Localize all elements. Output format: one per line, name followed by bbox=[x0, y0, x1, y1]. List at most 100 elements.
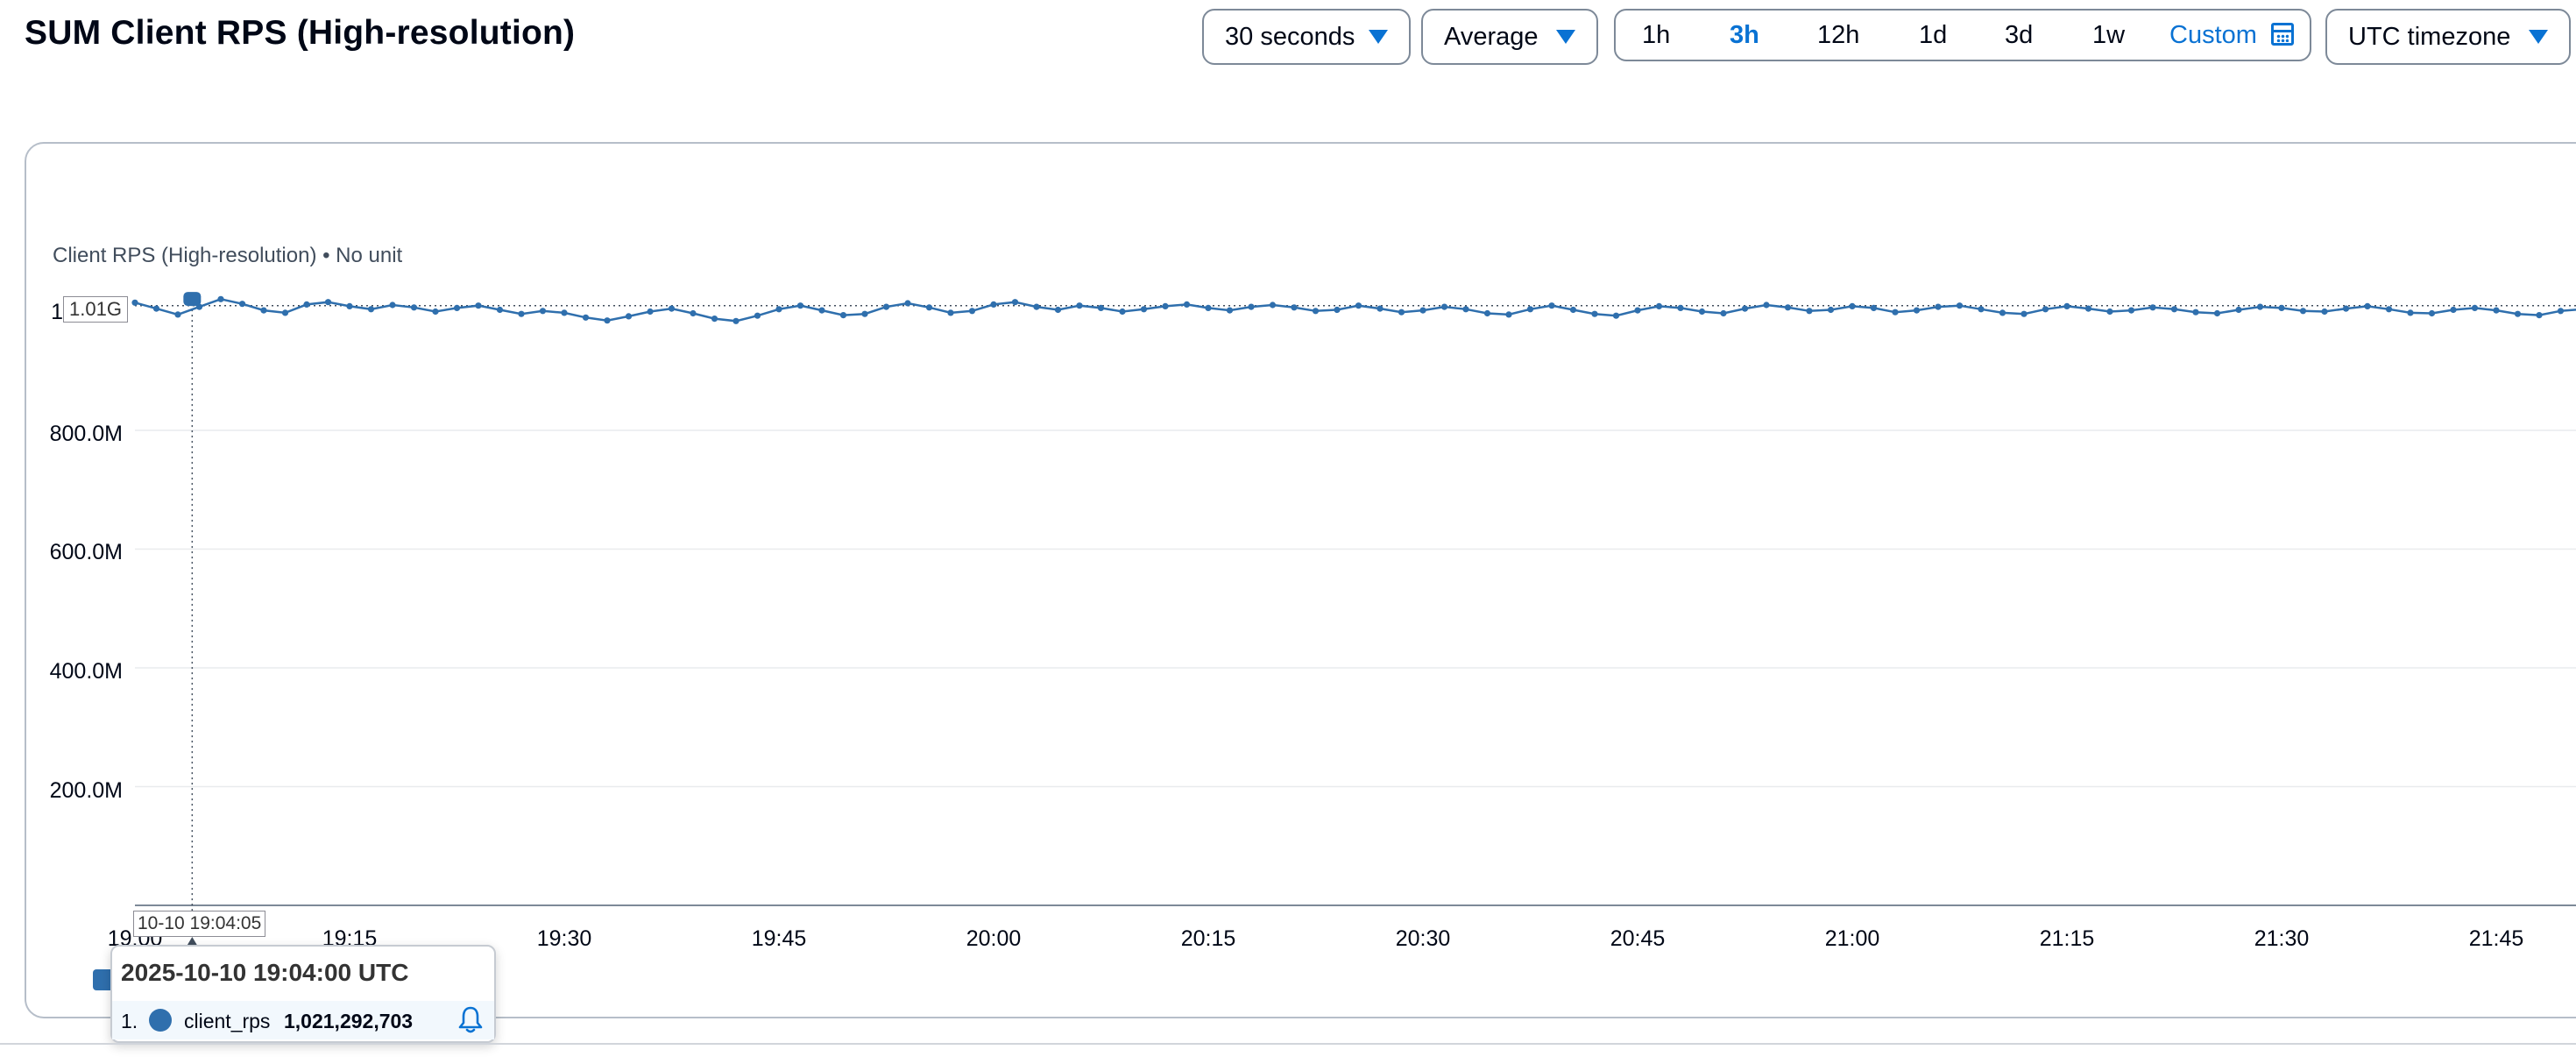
data-point bbox=[1419, 307, 1426, 314]
tooltip-series-row: 1. client_rps 1,021,292,703 bbox=[112, 1001, 494, 1039]
page-title: SUM Client RPS (High-resolution) bbox=[25, 14, 576, 52]
data-point bbox=[346, 302, 353, 309]
data-point bbox=[711, 316, 718, 323]
data-point bbox=[2042, 306, 2049, 313]
data-point bbox=[367, 306, 375, 313]
y-axis-unit-label: Client RPS (High-resolution) • No unit bbox=[53, 244, 403, 267]
y-tick-label: 200.0M bbox=[49, 778, 123, 803]
data-point bbox=[1054, 306, 1062, 314]
period-dropdown[interactable]: 30 seconds bbox=[1202, 9, 1411, 65]
hover-value-flag: 1.01G bbox=[63, 296, 128, 323]
data-point bbox=[453, 304, 461, 311]
data-point bbox=[2493, 307, 2500, 314]
data-point bbox=[754, 312, 761, 319]
data-point bbox=[2321, 308, 2328, 316]
timezone-dropdown[interactable]: UTC timezone bbox=[2325, 9, 2571, 65]
data-point bbox=[1505, 311, 1512, 318]
x-tick-label: 20:15 bbox=[1180, 926, 1236, 951]
data-point bbox=[1935, 303, 1942, 310]
data-point bbox=[604, 317, 611, 324]
data-point bbox=[1119, 308, 1126, 316]
data-point bbox=[2407, 309, 2414, 316]
data-point bbox=[2514, 310, 2522, 317]
data-point bbox=[1334, 306, 1341, 314]
y-tick-label: 400.0M bbox=[49, 659, 123, 684]
data-point bbox=[1741, 305, 1749, 312]
data-point bbox=[1097, 304, 1105, 311]
timezone-label: UTC timezone bbox=[2348, 22, 2511, 51]
hover-axis-marker bbox=[187, 937, 198, 946]
data-point bbox=[1870, 304, 1878, 311]
data-point bbox=[1978, 306, 1985, 313]
page-divider bbox=[0, 1043, 2576, 1045]
data-point bbox=[1913, 307, 1921, 314]
data-point bbox=[882, 303, 890, 310]
data-point bbox=[238, 301, 246, 308]
data-point bbox=[1526, 306, 1534, 313]
data-point bbox=[2235, 306, 2242, 314]
period-label: 30 seconds bbox=[1225, 22, 1355, 51]
data-point bbox=[2471, 304, 2479, 311]
y-tick-label-top: 1 bbox=[51, 300, 63, 324]
statistic-dropdown[interactable]: Average bbox=[1421, 9, 1598, 65]
data-point bbox=[2428, 309, 2436, 317]
x-tick-label: 21:00 bbox=[1824, 926, 1880, 951]
range-custom-button[interactable]: Custom bbox=[2169, 20, 2257, 49]
data-point bbox=[839, 312, 847, 319]
hover-time-flag: 10-10 19:04:05 bbox=[133, 911, 266, 937]
calendar-icon[interactable] bbox=[2271, 23, 2294, 46]
data-point bbox=[1956, 302, 1964, 309]
data-point bbox=[1248, 303, 1255, 310]
hover-tooltip: 2025-10-10 19:04:00 UTC 1. client_rps 1,… bbox=[110, 945, 496, 1043]
data-point bbox=[518, 310, 525, 317]
data-point bbox=[2020, 310, 2028, 317]
data-point bbox=[2299, 308, 2307, 315]
x-tick-label: 21:15 bbox=[2039, 926, 2095, 951]
data-point bbox=[2170, 306, 2178, 313]
data-point bbox=[668, 305, 676, 312]
data-point bbox=[2450, 306, 2457, 314]
data-point bbox=[1291, 304, 1298, 311]
caret-down-icon bbox=[1556, 30, 1575, 44]
data-point bbox=[1784, 304, 1792, 311]
data-point bbox=[1569, 306, 1577, 314]
x-tick-label: 20:30 bbox=[1395, 926, 1451, 951]
data-point bbox=[217, 295, 224, 302]
range-3d-button[interactable]: 3d bbox=[2005, 20, 2034, 49]
data-point bbox=[324, 299, 332, 306]
range-3h-button[interactable]: 3h bbox=[1730, 20, 1759, 49]
tooltip-series-index: 1. bbox=[121, 1010, 138, 1032]
data-point bbox=[260, 307, 267, 314]
range-1d-button[interactable]: 1d bbox=[1919, 20, 1948, 49]
data-point bbox=[904, 300, 911, 307]
data-point bbox=[2342, 305, 2350, 312]
data-point bbox=[2084, 305, 2092, 312]
data-point bbox=[1440, 303, 1448, 310]
data-point bbox=[2557, 308, 2565, 315]
data-point bbox=[1376, 305, 1384, 312]
tooltip-series-value: 1,021,292,703 bbox=[284, 1010, 414, 1032]
hovered-data-point[interactable] bbox=[183, 292, 202, 307]
series-color-dot bbox=[149, 1009, 172, 1032]
data-point bbox=[539, 308, 547, 315]
data-point bbox=[1312, 308, 1320, 315]
data-point bbox=[1806, 308, 1813, 315]
range-12h-button[interactable]: 12h bbox=[1817, 20, 1860, 49]
caret-down-icon bbox=[1369, 30, 1388, 44]
y-tick-label: 600.0M bbox=[49, 540, 123, 564]
data-point bbox=[1398, 309, 1405, 316]
data-point bbox=[1355, 302, 1362, 309]
x-tick-label: 21:45 bbox=[2468, 926, 2524, 951]
data-point bbox=[1827, 306, 1835, 314]
data-point bbox=[1677, 304, 1684, 311]
tooltip-series-name: client_rps bbox=[184, 1010, 271, 1032]
data-point bbox=[1269, 301, 1277, 309]
data-point bbox=[1548, 302, 1555, 309]
bell-icon[interactable] bbox=[456, 1004, 485, 1034]
data-point bbox=[1205, 304, 1212, 311]
data-point bbox=[2256, 303, 2264, 310]
range-1h-button[interactable]: 1h bbox=[1642, 20, 1671, 49]
data-point bbox=[968, 308, 976, 315]
range-1w-button[interactable]: 1w bbox=[2092, 20, 2126, 49]
